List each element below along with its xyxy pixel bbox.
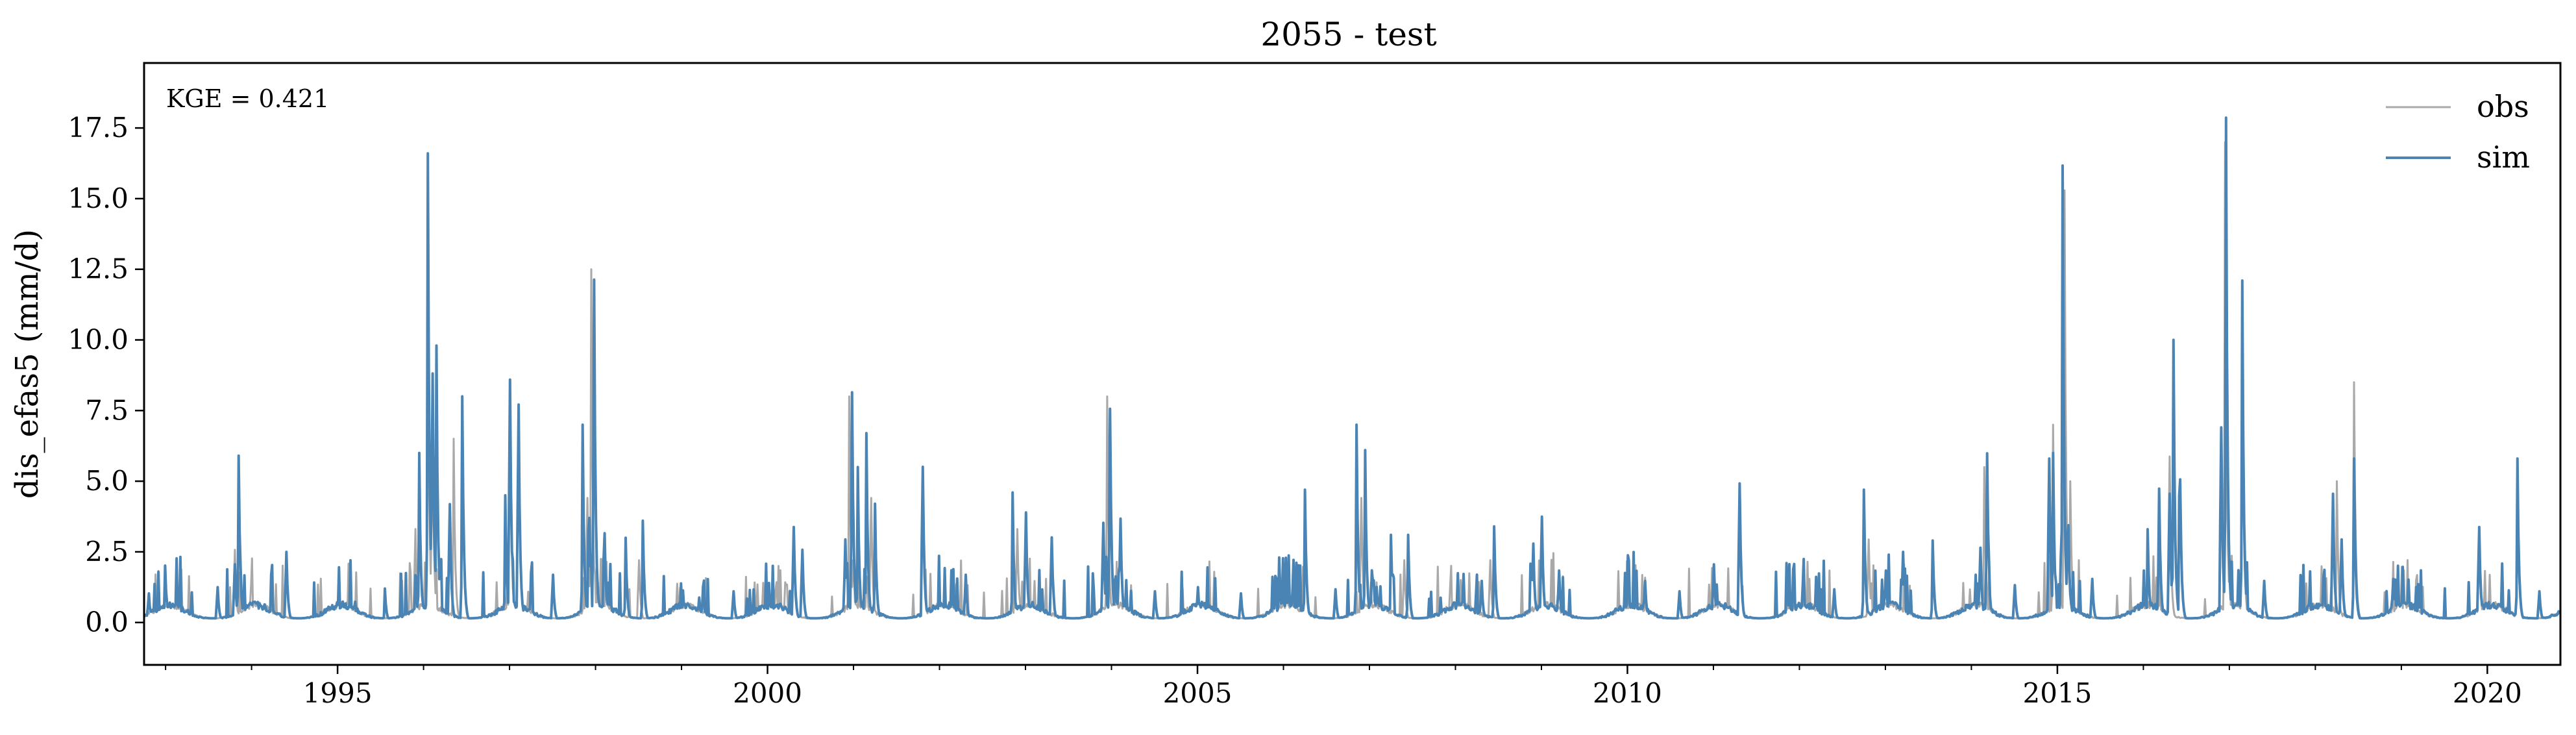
y-tick-label: 17.5 [67,112,129,143]
kge-annotation: KGE = 0.421 [166,84,329,113]
y-tick-label: 15.0 [67,182,129,214]
y-axis: 0.0 2.5 5.0 7.5 10.0 12.5 15.0 17.5 [67,112,144,638]
y-axis-label: dis_efas5 (mm/d) [9,229,45,499]
y-tick-label: 7.5 [85,394,129,426]
plot-frame [143,62,2562,666]
x-tick-label: 2015 [2022,677,2092,709]
x-tick-label: 2005 [1163,677,1233,709]
series-group [144,116,2560,620]
legend-label-sim: sim [2477,140,2530,175]
chart-title: 2055 - test [1260,16,1436,53]
x-axis: 1995 2000 2005 2010 2015 2020 [165,665,2522,709]
series-line-sim [144,116,2560,620]
y-tick-label: 12.5 [67,253,129,285]
x-tick-label: 2000 [733,677,802,709]
y-tick-label: 2.5 [85,536,129,567]
legend: obs sim [2386,89,2530,175]
legend-label-obs: obs [2477,89,2529,124]
x-tick-label: 2010 [1593,677,1662,709]
y-tick-label: 10.0 [67,324,129,356]
x-tick-label: 1995 [303,677,373,709]
y-tick-label: 5.0 [85,465,129,497]
x-tick-label: 2020 [2453,677,2522,709]
y-tick-label: 0.0 [85,606,129,638]
